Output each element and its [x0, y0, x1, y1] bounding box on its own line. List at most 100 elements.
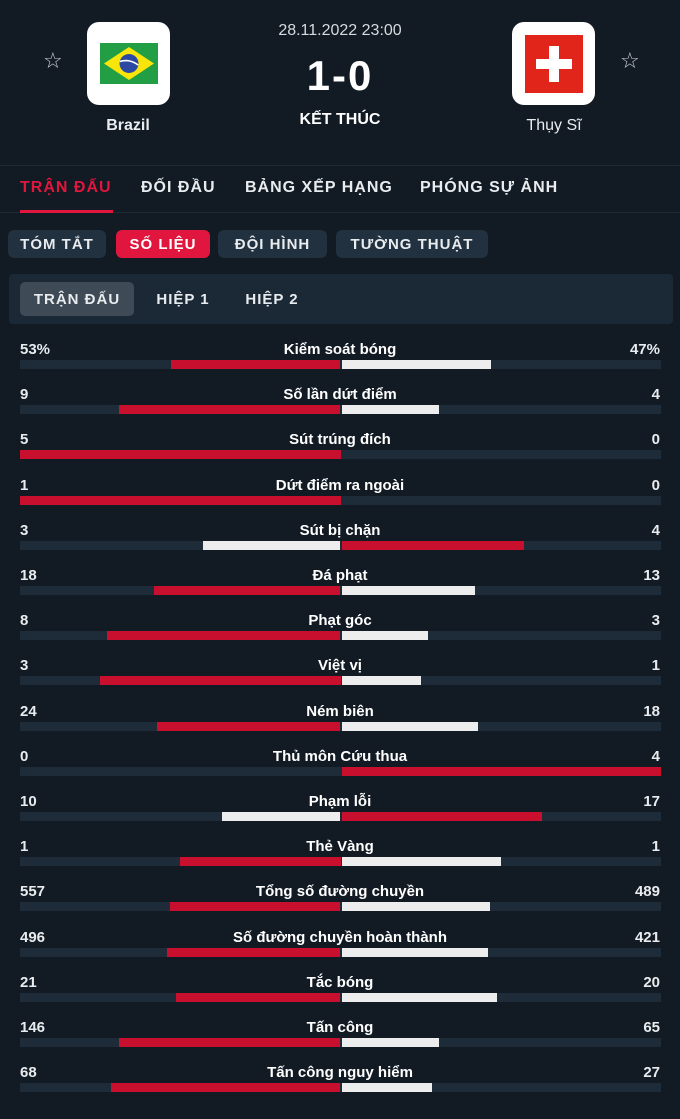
match-header: ☆ Brazil 28.11.2022 23:00 1-0 KẾT THÚC T… [0, 0, 680, 165]
stat-away-value: 3 [651, 612, 660, 629]
stat-row: 21 Tắc bóng 20 [0, 971, 680, 1016]
stat-bar-track [20, 812, 661, 821]
stat-home-value: 0 [20, 748, 29, 765]
stat-home-value: 146 [20, 1019, 46, 1036]
stat-row: 8 Phạt góc 3 [0, 609, 680, 654]
stat-row: 496 Số đường chuyền hoàn thành 421 [0, 926, 680, 971]
stat-label: Tấn công [306, 1019, 374, 1036]
stat-bar-away [342, 993, 497, 1002]
period-first-half[interactable]: HIỆP 1 [156, 290, 210, 308]
stat-row: 18 Đá phạt 13 [0, 564, 680, 609]
home-team-name[interactable]: Brazil [106, 117, 150, 134]
stat-bar-track [20, 676, 661, 685]
stat-label: Phạm lỗi [308, 793, 372, 810]
stat-row: 557 Tổng số đường chuyền 489 [0, 880, 680, 925]
stat-bar-away [342, 948, 488, 957]
stat-home-value: 1 [20, 477, 29, 494]
stat-label: Thủ môn Cứu thua [272, 748, 408, 765]
stat-bar-track [20, 541, 661, 550]
tab-match[interactable]: TRẬN ĐẤU [20, 179, 112, 196]
stat-bar-home [203, 541, 341, 550]
stat-label: Thẻ Vàng [306, 838, 374, 855]
stat-row: 0 Thủ môn Cứu thua 4 [0, 745, 680, 790]
stat-bar-track [20, 405, 661, 414]
brazil-flag-icon[interactable] [87, 22, 170, 105]
stat-bar-track [20, 360, 661, 369]
favorite-home-star-icon[interactable]: ☆ [43, 48, 63, 73]
stat-bar-away [342, 405, 440, 414]
stat-label: Dứt điểm ra ngoài [275, 477, 405, 494]
subtab-commentary[interactable]: TƯỜNG THUẬT [336, 230, 488, 258]
period-full-match[interactable]: TRẬN ĐẤU [20, 282, 134, 316]
stat-bar-away [342, 722, 478, 731]
stat-bar-track [20, 1038, 661, 1047]
match-status: KẾT THÚC [299, 111, 381, 128]
stat-row: 10 Phạm lỗi 17 [0, 790, 680, 835]
stat-bar-track [20, 857, 661, 866]
stat-bar-home [169, 902, 341, 911]
stat-label: Phạt góc [308, 612, 372, 629]
stat-label: Số lần dứt điểm [283, 386, 397, 403]
tab-standings[interactable]: BẢNG XẾP HẠNG [245, 179, 393, 196]
stat-bar-home [20, 450, 341, 459]
switzerland-flag-icon[interactable] [512, 22, 595, 105]
subtab-lineups[interactable]: ĐỘI HÌNH [218, 230, 327, 258]
stat-home-value: 5 [20, 431, 29, 448]
stat-bar-away [342, 360, 492, 369]
match-datetime: 28.11.2022 23:00 [278, 22, 402, 39]
stat-bar-track [20, 1083, 661, 1092]
stat-bar-track [20, 450, 661, 459]
stat-away-value: 20 [643, 974, 660, 991]
stat-bar-track [20, 993, 661, 1002]
stat-bar-home [107, 631, 341, 640]
subtab-statistics[interactable]: SỐ LIỆU [116, 230, 210, 258]
stat-home-value: 3 [20, 522, 29, 539]
tab-photo-report[interactable]: PHÓNG SỰ ẢNH [420, 179, 559, 196]
stat-label: Kiểm soát bóng [283, 341, 397, 358]
stat-away-value: 17 [643, 793, 660, 810]
stat-bar-away [342, 767, 661, 776]
stat-label: Sút trúng đích [289, 431, 391, 448]
tab-head-to-head[interactable]: ĐỐI ĐẦU [141, 179, 216, 196]
stat-row: 3 Việt vị 1 [0, 654, 680, 699]
match-score: 1-0 [306, 52, 374, 99]
subtab-summary[interactable]: TÓM TẮT [8, 230, 106, 258]
stat-bar-home [221, 812, 341, 821]
stat-bar-track [20, 496, 661, 505]
stat-away-value: 18 [643, 703, 660, 720]
period-selector: TRẬN ĐẤU HIỆP 1 HIỆP 2 [9, 274, 673, 324]
stat-home-value: 21 [20, 974, 37, 991]
stat-row: 1 Dứt điểm ra ngoài 0 [0, 474, 680, 519]
stat-label: Ném biên [306, 703, 374, 720]
stat-home-value: 557 [20, 883, 46, 900]
favorite-away-star-icon[interactable]: ☆ [620, 48, 640, 73]
stat-row: 1 Thẻ Vàng 1 [0, 835, 680, 880]
stat-label: Việt vị [318, 657, 362, 674]
stat-row: 9 Số lần dứt điểm 4 [0, 383, 680, 428]
stat-bar-away [342, 902, 491, 911]
period-second-half[interactable]: HIỆP 2 [245, 290, 299, 308]
stat-bar-home [20, 496, 341, 505]
stat-away-value: 421 [634, 929, 660, 946]
stat-bar-away [342, 631, 428, 640]
stat-home-value: 53% [20, 341, 51, 358]
stat-bar-home [118, 1038, 341, 1047]
stat-label: Số đường chuyền hoàn thành [232, 929, 448, 946]
stat-bar-home [118, 405, 341, 414]
stat-home-value: 3 [20, 657, 29, 674]
stat-away-value: 4 [651, 386, 660, 403]
stat-bar-home [180, 857, 341, 866]
stat-bar-away [342, 676, 421, 685]
stat-away-value: 0 [651, 431, 660, 448]
away-team-name[interactable]: Thụy Sĩ [526, 117, 582, 134]
stat-home-value: 10 [20, 793, 37, 810]
stat-bar-track [20, 631, 661, 640]
stat-away-value: 1 [651, 838, 660, 855]
stat-row: 68 Tấn công nguy hiểm 27 [0, 1061, 680, 1106]
stat-bar-away [342, 1038, 440, 1047]
stat-bar-track [20, 902, 661, 911]
stat-bar-track [20, 586, 661, 595]
stat-bar-home [170, 360, 341, 369]
stat-bar-track [20, 767, 661, 776]
stat-label: Tổng số đường chuyền [255, 883, 425, 900]
